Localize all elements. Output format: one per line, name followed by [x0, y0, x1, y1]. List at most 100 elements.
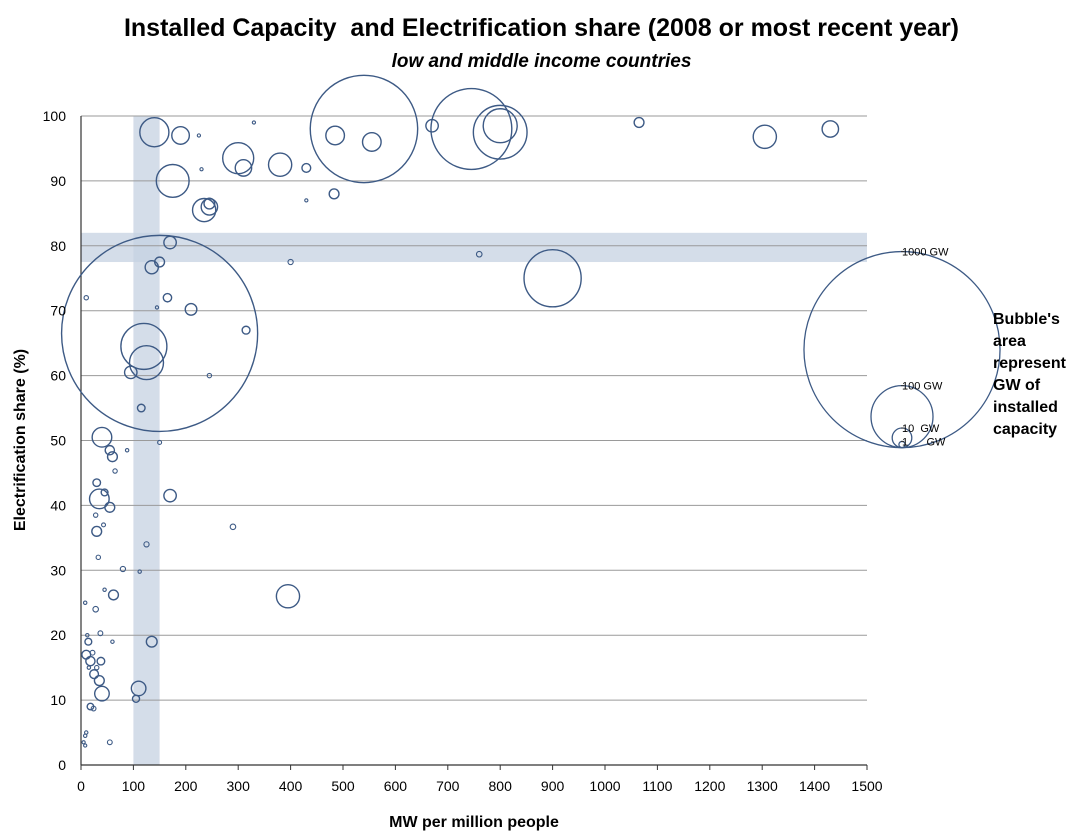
bubble: [821, 120, 840, 138]
bubble: [137, 569, 142, 574]
bubble: [251, 120, 257, 125]
bubble: [93, 675, 105, 687]
bubble: [304, 198, 309, 203]
bubble: [163, 488, 177, 503]
bubble: [81, 649, 92, 660]
bubble: [633, 116, 645, 129]
y-tick-labels: 0 10 20 30 40 50 60 70 80 90 100: [43, 108, 67, 773]
bubble: [100, 488, 109, 497]
x-tick-label: 600: [384, 778, 408, 794]
y-tick-label: 30: [50, 562, 66, 578]
bubble: [155, 163, 190, 199]
bubble: [128, 344, 165, 381]
bubble: [191, 197, 217, 223]
bubble: [124, 447, 130, 453]
x-tick-label: 1100: [642, 778, 672, 794]
bubble: [89, 649, 96, 656]
bubble: [131, 694, 141, 704]
bubble: [221, 141, 255, 175]
bubble: [90, 705, 97, 712]
x-tick-label: 500: [331, 778, 355, 794]
bubble: [163, 235, 177, 250]
bubble: [139, 116, 170, 148]
bubble: [104, 444, 116, 456]
y-tick-label: 0: [58, 757, 66, 773]
bubble: [196, 133, 202, 138]
bubble: [82, 733, 88, 739]
axes: [80, 116, 867, 766]
legend-label: 1000 GW: [902, 247, 949, 259]
bubble: [86, 665, 92, 670]
x-tick-label: 1500: [851, 778, 882, 794]
bubble: [234, 159, 253, 177]
bubble: [85, 632, 90, 638]
bubble: [81, 740, 86, 745]
bubble: [328, 188, 340, 200]
legend-note-line: GW of: [993, 377, 1041, 394]
y-tick-label: 80: [50, 238, 66, 254]
legend-note-line: represent: [993, 355, 1066, 372]
legend-label: 1 GW: [902, 436, 946, 448]
x-tick-label: 1200: [694, 778, 725, 794]
bubble: [325, 125, 346, 146]
x-tick-label: 400: [279, 778, 303, 794]
bubble: [101, 522, 107, 528]
bubble: [206, 372, 213, 379]
bubble: [106, 451, 119, 463]
legend-note-line: capacity: [993, 421, 1058, 438]
x-tick-label: 300: [227, 778, 251, 794]
gridlines: [81, 115, 867, 701]
legend-note: Bubble's area represent GW of installed capac…: [993, 309, 1083, 441]
bubble: [110, 639, 115, 644]
bubble: [145, 635, 158, 648]
bubble: [102, 587, 107, 593]
chart-subtitle: low and middle income countries: [391, 51, 692, 72]
bubble: [60, 234, 259, 433]
bubble: [154, 305, 160, 310]
bubble: [83, 743, 88, 748]
bubble: [123, 365, 138, 380]
bubble: [203, 197, 216, 210]
bubble: [752, 124, 778, 150]
bubble: [91, 525, 103, 537]
legend-note-line: Bubble's: [993, 311, 1060, 328]
x-tick-label: 1400: [799, 778, 830, 794]
bubble: [95, 554, 102, 561]
bubble: [153, 256, 166, 268]
bubble: [112, 468, 118, 474]
bubble: [309, 74, 419, 184]
bubble: [97, 630, 104, 637]
bubble: [104, 501, 116, 513]
bubble: [84, 637, 93, 646]
x-tick-label: 1000: [589, 778, 620, 794]
legend-label: 100 GW: [902, 381, 943, 393]
bubble: [82, 600, 88, 605]
bubble: [92, 478, 102, 488]
bubble: [93, 685, 110, 702]
bubble: [85, 655, 96, 667]
x-tick-label: 700: [436, 778, 460, 794]
bubble: [430, 87, 513, 171]
x-tick-label: 900: [541, 778, 565, 794]
legend-bubble: [803, 250, 1001, 449]
horizontal-band: [81, 232, 867, 263]
y-tick-label: 100: [43, 108, 67, 124]
bubble: [171, 126, 191, 145]
y-tick-label: 10: [50, 692, 66, 708]
bubbles: [60, 74, 840, 748]
x-tick-label: 100: [122, 778, 146, 794]
bubble: [143, 541, 150, 548]
bubble: [184, 302, 198, 316]
bubble: [88, 488, 110, 510]
bubble: [287, 258, 294, 266]
bubble: [96, 656, 106, 666]
y-tick-label: 70: [50, 303, 66, 319]
bubble: [120, 322, 168, 371]
bubble: [361, 131, 382, 152]
bubble: [162, 292, 173, 303]
legend-label: 10 GW: [902, 423, 940, 435]
bubble: [229, 523, 237, 531]
bubble: [523, 248, 582, 308]
chart-title: Installed Capacity and Electrification s…: [123, 14, 960, 42]
